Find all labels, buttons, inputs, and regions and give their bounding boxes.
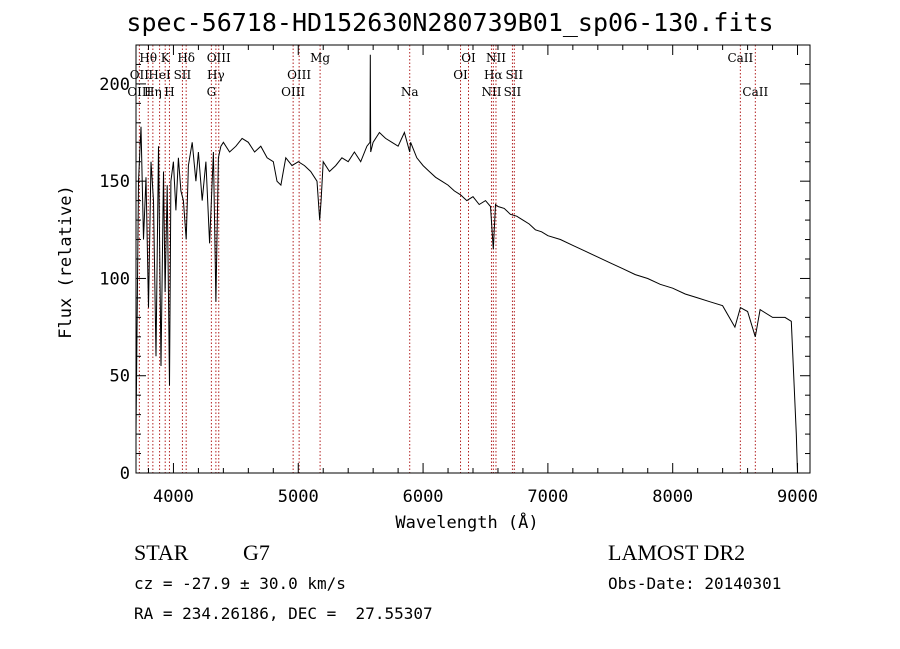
line-marker-label: OI (461, 51, 476, 65)
x-tick-label: 8000 (652, 487, 693, 507)
line-marker-labels: HθOIIOIIIKHeIHηHδSIIHOIIIHγGOIIIOIIIMgNa… (127, 51, 768, 99)
line-marker-label: NII (481, 85, 501, 99)
x-tick-label: 9000 (777, 487, 818, 507)
line-marker-label: H (164, 85, 174, 99)
line-marker-label: Hδ (177, 51, 195, 65)
line-marker-label: Hθ (139, 51, 157, 65)
x-axis-label: Wavelength (Å) (395, 511, 538, 533)
line-marker-label: CaII (727, 51, 753, 65)
spectrum-line (135, 54, 798, 474)
line-marker-label: CaII (742, 85, 768, 99)
line-marker-label: SII (504, 85, 522, 99)
line-marker-label: OIII (281, 85, 305, 99)
line-marker-label: Hη (144, 85, 162, 99)
x-tick-label: 7000 (527, 487, 568, 507)
line-marker-label: SII (505, 68, 523, 82)
y-axis-ticks: 0 50 100 150 200 (99, 44, 810, 484)
chart-title: spec-56718-HD152630N280739B01_sp06-130.f… (126, 8, 774, 37)
y-tick-label: 100 (99, 269, 130, 289)
line-marker-label: Na (401, 85, 419, 99)
observation-date: Obs-Date: 20140301 (608, 574, 782, 593)
coordinates: RA = 234.26186, DEC = 27.55307 (134, 604, 433, 623)
line-marker-label: K (161, 51, 171, 65)
subclass-label: G7 (243, 540, 270, 565)
redshift-cz: cz = -27.9 ± 30.0 km/s (134, 574, 346, 593)
plot-frame (135, 44, 811, 474)
line-marker-label: NII (486, 51, 506, 65)
class-label: STAR (134, 540, 189, 565)
survey-label: LAMOST DR2 (608, 540, 746, 565)
line-marker-label: OI (453, 68, 468, 82)
x-tick-label: 6000 (403, 487, 444, 507)
line-marker-label: Mg (310, 51, 330, 65)
y-tick-label: 150 (99, 172, 130, 192)
y-tick-label: 0 (120, 464, 130, 484)
line-marker-label: G (207, 85, 217, 99)
line-marker-label: HeI (148, 68, 171, 82)
y-tick-label: 200 (99, 75, 130, 95)
line-marker-label: OIII (127, 85, 151, 99)
y-tick-label: 50 (110, 367, 130, 387)
line-marker-label: Hα (484, 68, 503, 82)
y-axis-label: Flux (relative) (56, 185, 76, 339)
line-marker-label: OIII (207, 51, 231, 65)
line-marker-group (138, 45, 756, 473)
line-marker-label: OIII (287, 68, 311, 82)
x-tick-label: 5000 (278, 487, 319, 507)
x-axis-ticks: 4000 5000 6000 7000 8000 9000 (147, 45, 818, 507)
line-marker-label: SII (174, 68, 192, 82)
line-marker-label: OII (130, 68, 150, 82)
line-marker-label: Hγ (207, 68, 225, 82)
x-tick-label: 4000 (153, 487, 194, 507)
